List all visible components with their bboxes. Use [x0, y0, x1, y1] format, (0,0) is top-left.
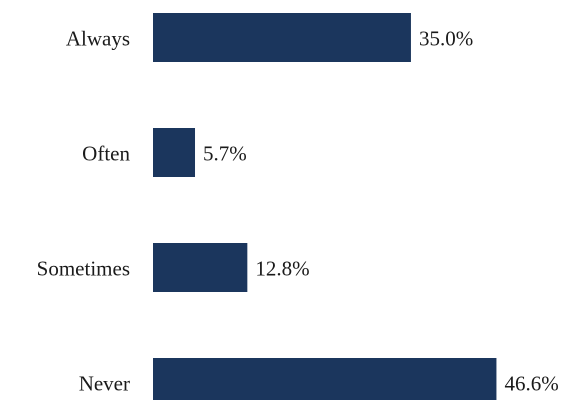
- category-label-often: Often: [82, 142, 130, 166]
- value-label-sometimes: 12.8%: [255, 257, 309, 281]
- category-label-sometimes: Sometimes: [37, 257, 130, 281]
- bar-never: [153, 358, 497, 400]
- bars-group: [153, 13, 497, 400]
- bar-always: [153, 13, 411, 62]
- category-label-never: Never: [79, 372, 130, 396]
- value-label-often: 5.7%: [203, 142, 247, 166]
- labels-group: Always 35.0% Often 5.7% Sometimes 12.8% Never 4…: [37, 27, 559, 396]
- bar-often: [153, 128, 196, 177]
- category-label-always: Always: [66, 27, 130, 51]
- value-label-never: 46.6%: [504, 372, 558, 396]
- bar-sometimes: [153, 243, 248, 292]
- value-label-always: 35.0%: [419, 27, 473, 51]
